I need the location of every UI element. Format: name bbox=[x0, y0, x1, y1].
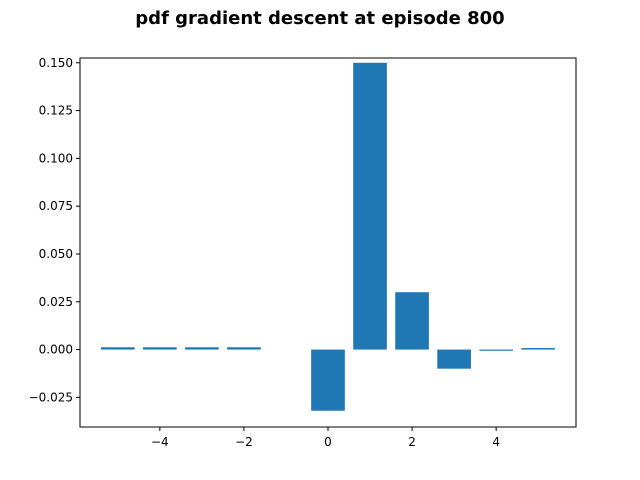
bar bbox=[353, 62, 387, 350]
bar bbox=[395, 292, 429, 350]
bar bbox=[311, 349, 345, 411]
x-tick-label: −4 bbox=[151, 435, 169, 449]
x-tick-label: −2 bbox=[235, 435, 253, 449]
bar bbox=[521, 348, 555, 350]
bars-group bbox=[101, 62, 555, 411]
y-tick-label: 0.075 bbox=[39, 199, 73, 213]
x-axis-ticks: −4 −2 0 2 4 bbox=[151, 427, 500, 449]
y-tick-label: 0.050 bbox=[39, 247, 73, 261]
y-tick-label: 0.000 bbox=[39, 343, 73, 357]
bar bbox=[185, 347, 219, 350]
y-tick-label: 0.150 bbox=[39, 56, 73, 70]
bar bbox=[101, 347, 135, 350]
x-tick-label: 4 bbox=[492, 435, 500, 449]
y-tick-label: 0.125 bbox=[39, 104, 73, 118]
y-tick-label: 0.025 bbox=[39, 295, 73, 309]
chart-title: pdf gradient descent at episode 800 bbox=[135, 8, 504, 29]
y-axis-ticks: −0.025 0.000 0.025 0.050 0.075 0.100 0.125 0.15… bbox=[29, 56, 80, 404]
x-tick-label: 0 bbox=[324, 435, 332, 449]
bar bbox=[437, 349, 471, 369]
y-tick-label: −0.025 bbox=[29, 390, 73, 404]
bar bbox=[479, 349, 513, 351]
y-tick-label: 0.100 bbox=[39, 151, 73, 165]
bar bbox=[143, 347, 177, 350]
x-tick-label: 2 bbox=[408, 435, 416, 449]
bar bbox=[227, 347, 261, 350]
